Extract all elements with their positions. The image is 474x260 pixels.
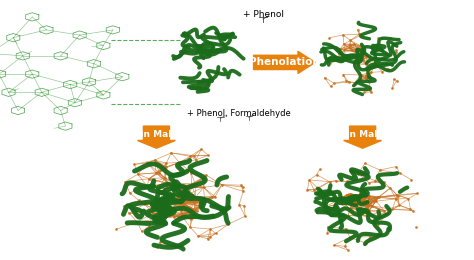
Text: Resin Making: Resin Making bbox=[328, 130, 397, 139]
FancyArrow shape bbox=[344, 126, 382, 148]
Text: Resin Making: Resin Making bbox=[122, 130, 191, 139]
Text: + Phenol: + Phenol bbox=[243, 10, 283, 19]
FancyArrow shape bbox=[254, 51, 315, 74]
FancyArrow shape bbox=[137, 126, 175, 148]
Text: Phenolation: Phenolation bbox=[249, 57, 320, 67]
Text: + Phenol, Formaldehyde: + Phenol, Formaldehyde bbox=[188, 109, 291, 118]
